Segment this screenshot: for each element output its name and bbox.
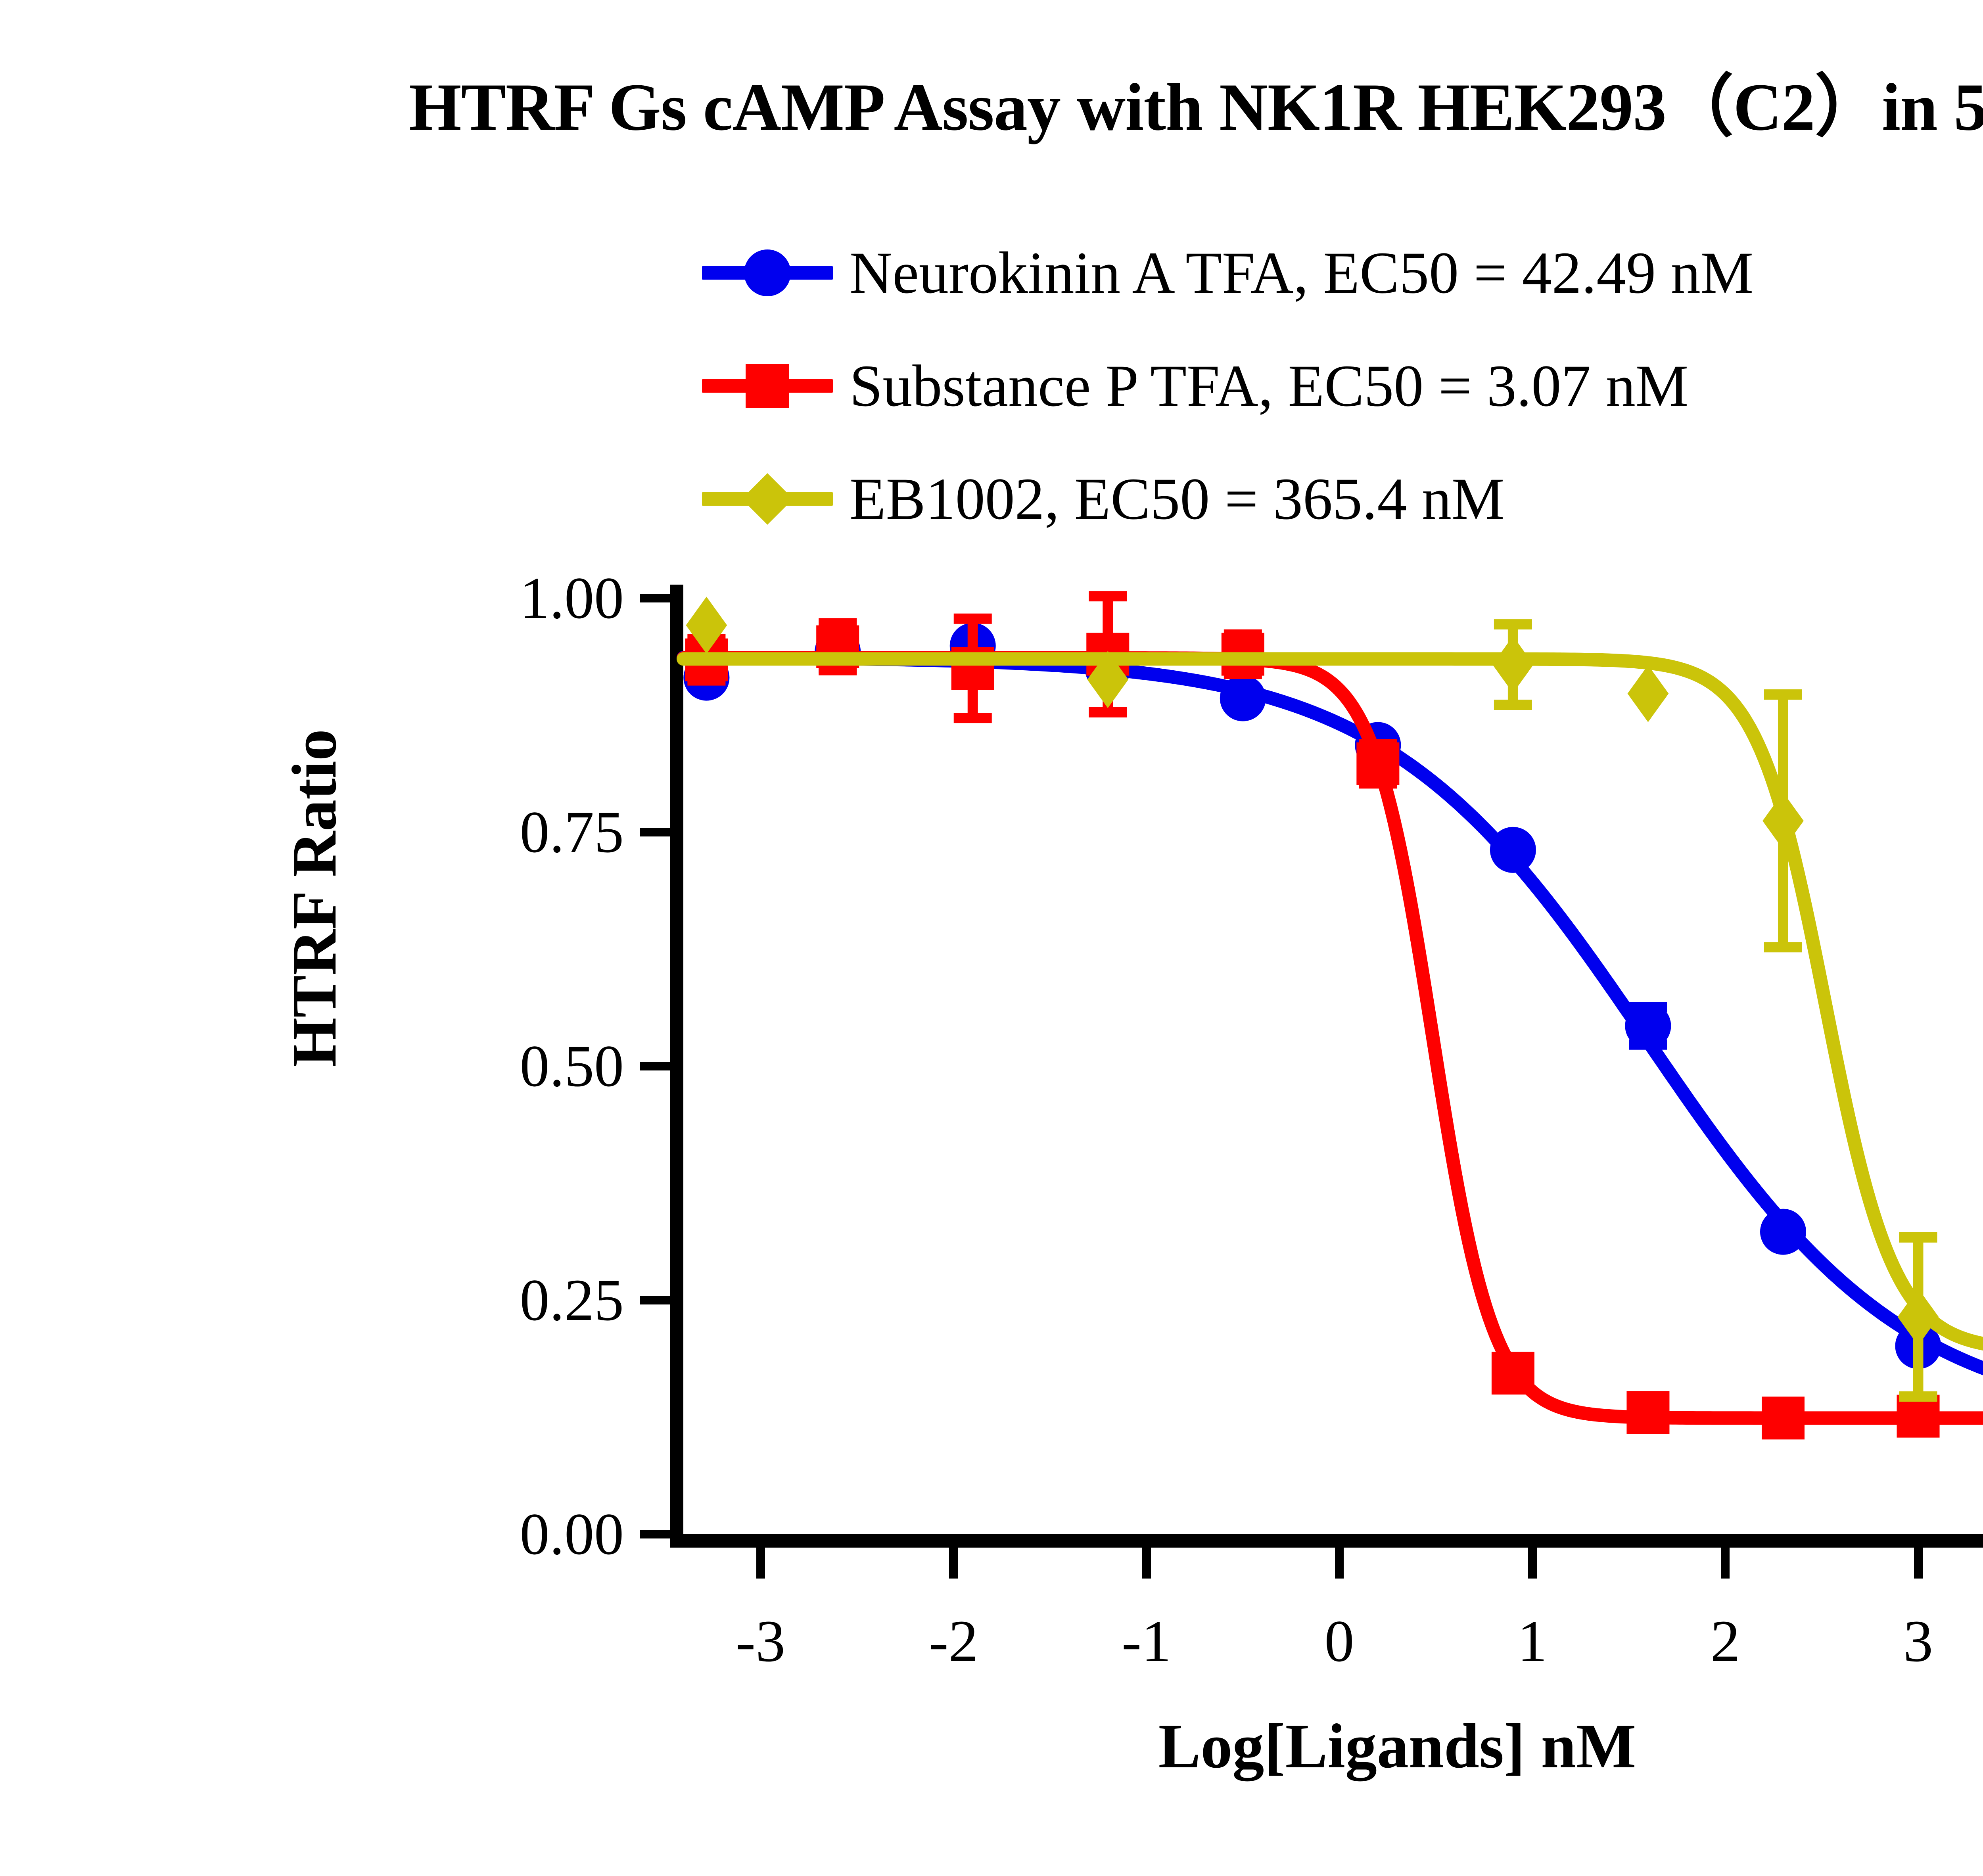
diamond-marker-icon (741, 473, 794, 525)
data-point-square (1761, 1396, 1805, 1440)
x-tick-label: -3 (736, 1608, 786, 1674)
x-tick-label: 3 (1903, 1608, 1933, 1674)
x-tick: 2 (1711, 1548, 1740, 1674)
x-tick-label: 2 (1710, 1608, 1740, 1674)
y-tick-label: 0.00 (520, 1501, 624, 1567)
x-tick: -1 (1122, 1548, 1171, 1674)
y-tick: 0.00 (520, 1501, 670, 1567)
x-tick: -3 (736, 1548, 785, 1674)
y-tick: 0.25 (520, 1267, 670, 1333)
y-tick-label: 0.50 (520, 1033, 624, 1099)
y-axis-label: HTRF Ratio (279, 729, 349, 1067)
x-axis-spine (670, 1534, 1983, 1548)
x-tick: 0 (1325, 1548, 1354, 1674)
circle-marker-icon (744, 249, 791, 296)
data-point-circle (1220, 675, 1266, 721)
plot-area: 0.000.250.500.751.00 -3-2-101234 (520, 565, 1983, 1674)
page-title: HTRF Gs cAMP Assay with NK1R HEK293（C2）i… (409, 70, 1983, 144)
x-tick: 3 (1903, 1548, 1933, 1674)
chart-series-layer (677, 591, 1983, 1440)
y-tick: 0.75 (520, 799, 670, 865)
x-tick-label: -2 (928, 1608, 978, 1674)
data-point-square (1626, 1391, 1670, 1434)
data-point-square (1491, 1352, 1534, 1395)
x-tick-label: 1 (1517, 1608, 1548, 1674)
y-tick-label: 0.75 (520, 799, 624, 865)
data-point-circle (1760, 1208, 1806, 1255)
data-point-circle (1625, 1003, 1671, 1049)
data-point-diamond (1087, 651, 1129, 708)
legend-item-substance-p[interactable]: Substance P TFA, EC50 = 3.07 nM (702, 329, 1983, 442)
data-point-diamond (1627, 665, 1669, 722)
legend-item-eb1002[interactable]: EB1002, EC50 = 365.4 nM (702, 442, 1983, 555)
x-tick: 1 (1517, 1548, 1547, 1674)
x-tick-label: -1 (1122, 1608, 1172, 1674)
fit-curve (677, 652, 1983, 1351)
data-point-diamond (1897, 1288, 1939, 1346)
y-axis-spine (670, 585, 683, 1534)
y-tick-label: 1.00 (520, 565, 624, 631)
y-tick: 1.00 (520, 565, 670, 631)
data-point-diamond (686, 597, 727, 654)
legend-item-neurokinin[interactable]: Neurokinin A TFA, EC50 = 42.49 nM (702, 216, 1983, 329)
x-tick-label: 0 (1324, 1608, 1354, 1674)
data-point-square (1897, 1395, 1940, 1438)
legend-label-eb1002: EB1002, EC50 = 365.4 nM (850, 466, 1505, 532)
data-point-circle (1490, 827, 1536, 873)
x-tick: -2 (929, 1548, 978, 1674)
legend-key-substance-p (702, 362, 833, 410)
legend-key-eb1002 (702, 473, 833, 525)
data-point-diamond (1762, 792, 1804, 850)
legend-key-neurokinin (702, 249, 833, 297)
x-axis-label: Log[Ligands] nM (1158, 1711, 1636, 1781)
series-3 (677, 597, 1983, 1402)
data-point-diamond (1492, 636, 1534, 693)
y-tick-label: 0.25 (520, 1267, 624, 1333)
legend-label-neurokinin: Neurokinin A TFA, EC50 = 42.49 nM (850, 240, 1754, 306)
chart-legend: Neurokinin A TFA, EC50 = 42.49 nM Substa… (702, 216, 1983, 555)
data-point-square (1356, 742, 1400, 785)
legend-label-substance-p: Substance P TFA, EC50 = 3.07 nM (850, 353, 1689, 419)
square-marker-icon (746, 364, 789, 408)
y-tick: 0.50 (520, 1033, 670, 1099)
